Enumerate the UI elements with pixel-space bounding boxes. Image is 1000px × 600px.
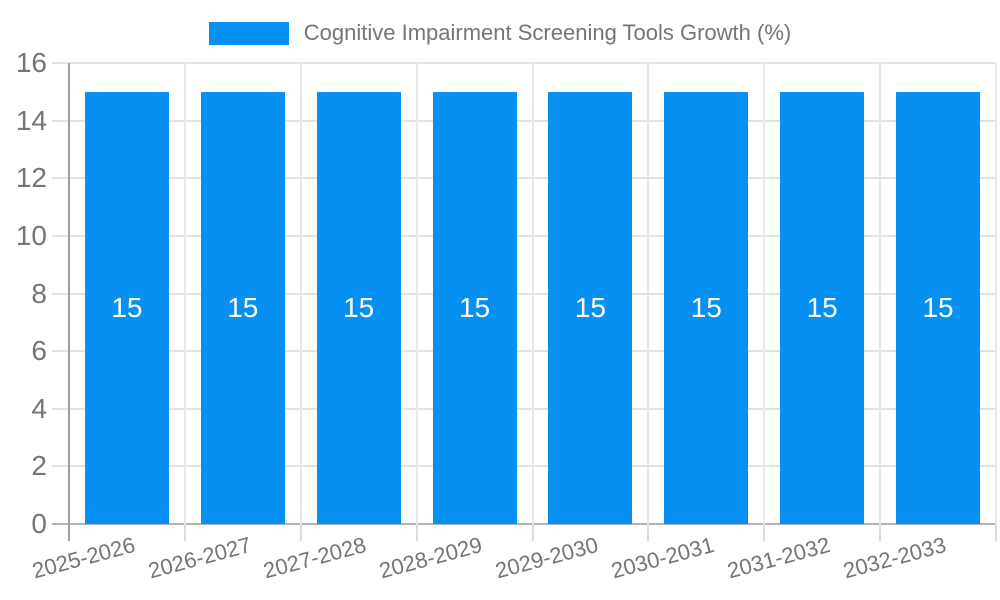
x-axis-label: 2026-2027 (145, 532, 254, 584)
x-axis-label: 2032-2033 (840, 532, 949, 584)
bar-value-label: 15 (690, 291, 722, 323)
y-gridline (52, 177, 996, 180)
bar-2030-2031[interactable]: 15 (664, 91, 749, 524)
vertical-gridline (299, 63, 302, 524)
vertical-gridline (763, 63, 766, 524)
y-gridline (52, 234, 996, 237)
y-axis-label: 2 (31, 450, 47, 482)
y-axis-label: 6 (31, 335, 47, 367)
y-gridline (52, 292, 996, 295)
y-axis-label: 12 (15, 162, 47, 194)
x-axis-tick (879, 524, 882, 541)
x-axis-baseline (52, 523, 996, 525)
x-axis-tick (647, 524, 650, 541)
bar-2031-2032[interactable]: 15 (780, 91, 865, 524)
y-axis-label: 4 (31, 392, 47, 424)
bar-2027-2028[interactable]: 15 (316, 91, 401, 524)
vertical-gridline (647, 63, 650, 524)
legend-label: Cognitive Impairment Screening Tools Gro… (303, 20, 792, 45)
y-axis-line (68, 63, 70, 524)
bar-2032-2033[interactable]: 15 (896, 91, 981, 524)
bar-value-label: 15 (458, 291, 491, 323)
y-axis-label: 14 (15, 104, 47, 136)
x-axis-label: 2027-2028 (261, 532, 370, 584)
bar-2025-2026[interactable]: 15 (84, 91, 169, 524)
x-axis-label: 2028-2029 (376, 532, 486, 584)
bar-value-label: 15 (111, 291, 143, 323)
y-axis-label: 8 (31, 277, 47, 309)
x-axis-label: 2030-2031 (608, 532, 717, 584)
bar-value-label: 15 (922, 291, 954, 323)
plot-area: 0 2 4 6 8 10 12 14 16 15 15 15 15 15 15 15 15 2025-2026 20… (16, 48, 997, 583)
vertical-gridline (879, 63, 882, 524)
y-gridline (52, 407, 996, 410)
y-gridline (52, 119, 996, 122)
x-axis-tick (299, 524, 302, 541)
x-axis-tick (183, 524, 186, 541)
vertical-gridline (531, 63, 534, 524)
y-axis-label: 10 (15, 219, 47, 251)
y-axis-label: 16 (15, 47, 47, 78)
x-axis-tick (531, 524, 534, 541)
y-gridline (52, 465, 996, 468)
bar-2029-2030[interactable]: 15 (548, 91, 633, 524)
legend-swatch (208, 21, 289, 45)
vertical-gridline (183, 63, 186, 524)
chart-legend: Cognitive Impairment Screening Tools Gro… (0, 20, 1000, 46)
bar-value-label: 15 (574, 291, 607, 323)
bar-value-label: 15 (806, 291, 838, 323)
x-axis-label: 2025-2026 (29, 532, 138, 584)
x-axis-label: 2029-2030 (492, 532, 601, 584)
bar-value-label: 15 (227, 291, 259, 323)
y-axis-label: 0 (31, 508, 47, 539)
vertical-gridline (995, 63, 997, 524)
x-axis-tick (415, 524, 418, 541)
x-axis-tick (763, 524, 766, 541)
y-gridline (52, 62, 996, 64)
x-axis-tick (995, 524, 997, 541)
bar-value-label: 15 (343, 291, 375, 323)
y-gridline (52, 350, 996, 353)
vertical-gridline (415, 63, 418, 524)
bar-2026-2027[interactable]: 15 (200, 91, 285, 524)
bar-2028-2029[interactable]: 15 (432, 91, 517, 524)
x-axis-tick (68, 524, 70, 541)
x-axis-label: 2031-2032 (724, 532, 833, 584)
